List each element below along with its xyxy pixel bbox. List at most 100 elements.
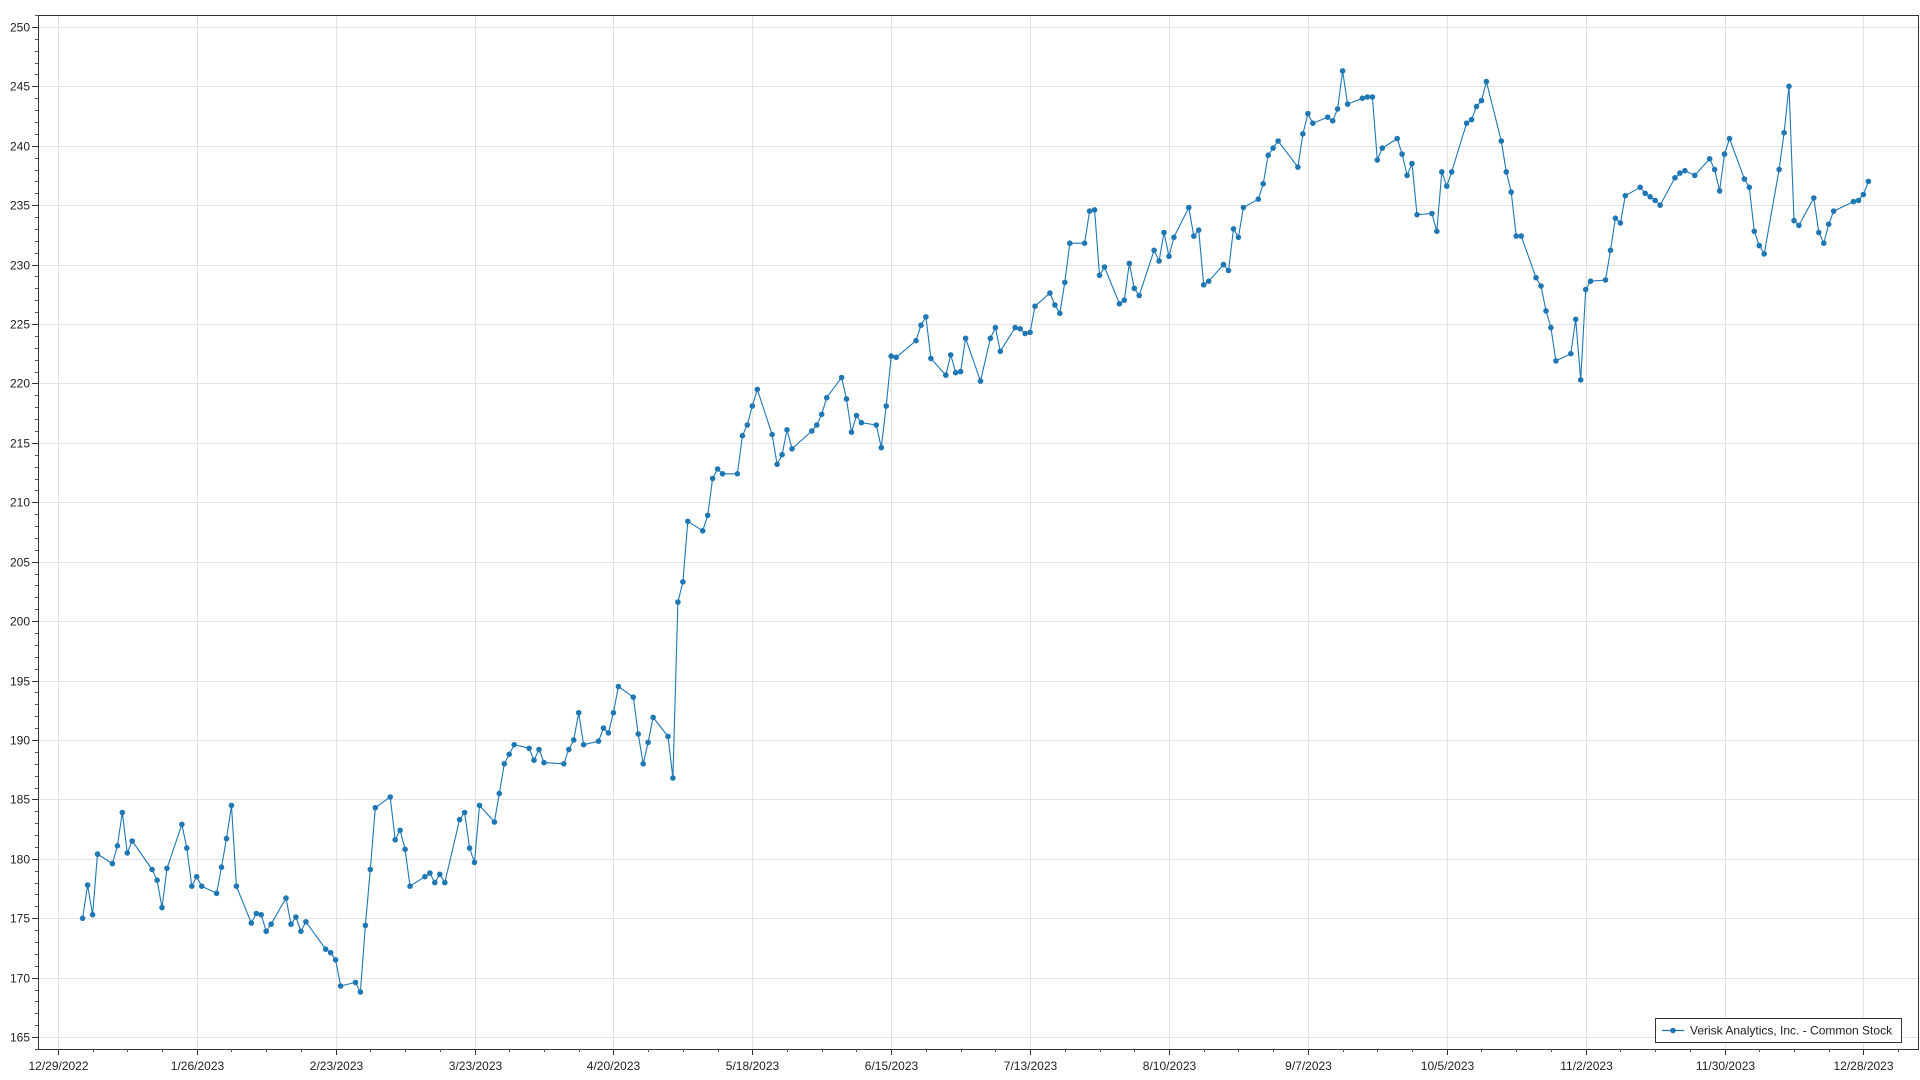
data-point [268, 921, 274, 927]
data-point [213, 890, 220, 897]
y-tick-label: 240 [10, 140, 30, 154]
data-point [1617, 220, 1624, 226]
data-point [1865, 178, 1872, 185]
data-point [1543, 308, 1549, 314]
data-point [1324, 114, 1331, 120]
data-point [258, 911, 265, 918]
data-point [1399, 151, 1405, 157]
data-point [1052, 302, 1058, 308]
data-point [1672, 175, 1678, 181]
data-point [233, 883, 240, 889]
data-point [367, 866, 374, 873]
data-point [1260, 181, 1266, 187]
data-point [1344, 101, 1351, 107]
data-point [466, 845, 473, 851]
x-tick-label: 12/28/2023 [1833, 1059, 1893, 1073]
data-point [1548, 324, 1554, 331]
data-point [1409, 160, 1415, 167]
data-point [1508, 189, 1514, 195]
data-point [407, 883, 413, 889]
y-tick-label: 225 [10, 318, 30, 332]
data-point [1235, 234, 1242, 241]
data-point [1711, 166, 1718, 173]
data-point [1295, 164, 1301, 170]
x-tick-label: 7/13/2023 [1004, 1059, 1058, 1073]
data-point [893, 354, 899, 361]
data-point [327, 949, 334, 956]
data-point [1607, 247, 1614, 254]
data-point [357, 989, 364, 995]
data-point [1498, 138, 1505, 144]
data-point [1200, 282, 1207, 288]
data-point [1830, 208, 1837, 214]
data-point [749, 403, 756, 409]
data-point [159, 904, 165, 911]
data-point [928, 355, 934, 362]
data-point [1716, 188, 1723, 194]
data-point [288, 921, 294, 927]
x-tick-label: 11/30/2023 [1696, 1059, 1755, 1073]
data-point [1568, 350, 1574, 357]
data-point [1791, 217, 1797, 224]
y-tick-label: 170 [10, 972, 30, 986]
data-point [774, 461, 780, 468]
data-point [1513, 233, 1519, 239]
data-point [918, 322, 924, 329]
data-point [511, 741, 517, 748]
data-point [471, 859, 478, 866]
data-point [580, 741, 587, 748]
data-point [1265, 152, 1271, 158]
data-point [1637, 184, 1643, 191]
x-tick-label: 8/10/2023 [1143, 1059, 1197, 1073]
data-point [1359, 95, 1366, 101]
data-point [1017, 326, 1023, 332]
data-point [1751, 228, 1758, 235]
data-point [124, 850, 131, 856]
data-point [1329, 118, 1336, 124]
legend-label: Verisk Analytics, Inc. - Common Stock [1690, 1024, 1893, 1038]
data-point [744, 422, 751, 428]
data-point [1339, 68, 1346, 74]
data-point [943, 372, 949, 378]
data-point [437, 871, 443, 878]
data-point [809, 428, 815, 434]
data-point [1786, 83, 1792, 90]
data-point [218, 864, 225, 870]
data-point [1364, 94, 1371, 100]
data-point [665, 733, 671, 740]
data-point [670, 775, 676, 781]
data-point [352, 979, 359, 986]
y-tick-label: 195 [10, 675, 30, 689]
data-point [79, 915, 86, 922]
data-point [1369, 94, 1376, 100]
data-point [1776, 166, 1782, 173]
data-point [1171, 234, 1177, 241]
data-point [193, 873, 200, 880]
data-point [1647, 194, 1653, 200]
data-point [595, 738, 602, 744]
data-point [253, 910, 260, 917]
data-point [432, 879, 438, 886]
data-point [1781, 129, 1787, 136]
data-point [1652, 197, 1658, 204]
data-point [293, 914, 299, 920]
data-point [1572, 316, 1579, 323]
data-point [1091, 207, 1098, 213]
data-point [957, 368, 964, 375]
y-tick-label: 250 [10, 21, 30, 35]
data-point [640, 761, 646, 767]
data-point [1503, 169, 1510, 175]
data-point [1126, 260, 1133, 267]
data-point [1855, 197, 1862, 204]
data-point [818, 411, 825, 418]
data-point [1622, 192, 1629, 199]
data-point [184, 845, 190, 851]
data-point [1255, 196, 1262, 202]
data-point [1205, 278, 1212, 285]
data-point [784, 427, 790, 433]
y-tick-label: 215 [10, 437, 30, 451]
data-point [699, 528, 706, 534]
data-point [154, 877, 160, 883]
data-point [997, 348, 1004, 355]
data-point [962, 335, 969, 342]
